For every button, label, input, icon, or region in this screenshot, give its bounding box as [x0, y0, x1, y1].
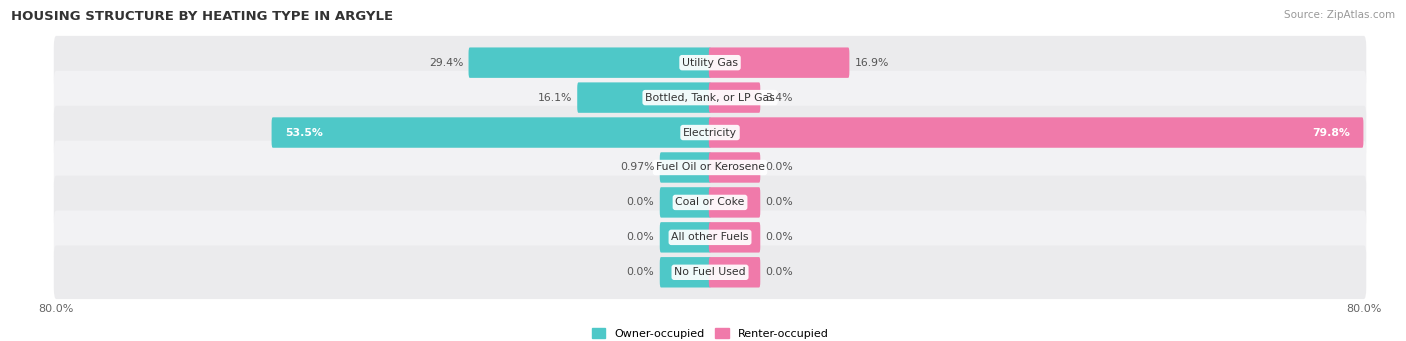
- FancyBboxPatch shape: [709, 47, 849, 78]
- Text: 79.8%: 79.8%: [1312, 128, 1350, 137]
- FancyBboxPatch shape: [709, 257, 761, 287]
- Text: 0.0%: 0.0%: [766, 162, 793, 173]
- FancyBboxPatch shape: [659, 257, 711, 287]
- Text: No Fuel Used: No Fuel Used: [675, 267, 745, 277]
- Text: 0.97%: 0.97%: [620, 162, 654, 173]
- FancyBboxPatch shape: [659, 187, 711, 218]
- Text: 0.0%: 0.0%: [627, 267, 654, 277]
- Text: 0.0%: 0.0%: [766, 232, 793, 242]
- Text: Bottled, Tank, or LP Gas: Bottled, Tank, or LP Gas: [645, 93, 775, 103]
- FancyBboxPatch shape: [709, 222, 761, 253]
- FancyBboxPatch shape: [578, 83, 711, 113]
- Text: 0.0%: 0.0%: [627, 232, 654, 242]
- Text: Utility Gas: Utility Gas: [682, 58, 738, 68]
- Text: 0.0%: 0.0%: [627, 197, 654, 207]
- FancyBboxPatch shape: [709, 152, 761, 183]
- FancyBboxPatch shape: [468, 47, 711, 78]
- Legend: Owner-occupied, Renter-occupied: Owner-occupied, Renter-occupied: [588, 324, 832, 341]
- Text: All other Fuels: All other Fuels: [671, 232, 749, 242]
- FancyBboxPatch shape: [659, 222, 711, 253]
- FancyBboxPatch shape: [53, 141, 1367, 194]
- Text: Electricity: Electricity: [683, 128, 737, 137]
- FancyBboxPatch shape: [709, 117, 1364, 148]
- Text: HOUSING STRUCTURE BY HEATING TYPE IN ARGYLE: HOUSING STRUCTURE BY HEATING TYPE IN ARG…: [11, 10, 394, 23]
- FancyBboxPatch shape: [709, 83, 761, 113]
- Text: 16.9%: 16.9%: [855, 58, 889, 68]
- Text: 0.0%: 0.0%: [766, 267, 793, 277]
- Text: Source: ZipAtlas.com: Source: ZipAtlas.com: [1284, 10, 1395, 20]
- FancyBboxPatch shape: [53, 71, 1367, 124]
- Text: 3.4%: 3.4%: [766, 93, 793, 103]
- FancyBboxPatch shape: [53, 106, 1367, 159]
- FancyBboxPatch shape: [659, 152, 711, 183]
- FancyBboxPatch shape: [53, 211, 1367, 264]
- Text: Coal or Coke: Coal or Coke: [675, 197, 745, 207]
- FancyBboxPatch shape: [53, 176, 1367, 229]
- Text: 0.0%: 0.0%: [766, 197, 793, 207]
- FancyBboxPatch shape: [53, 36, 1367, 89]
- Text: 16.1%: 16.1%: [537, 93, 572, 103]
- Text: 29.4%: 29.4%: [429, 58, 463, 68]
- Text: 53.5%: 53.5%: [285, 128, 323, 137]
- FancyBboxPatch shape: [709, 187, 761, 218]
- Text: Fuel Oil or Kerosene: Fuel Oil or Kerosene: [655, 162, 765, 173]
- FancyBboxPatch shape: [53, 246, 1367, 299]
- FancyBboxPatch shape: [271, 117, 711, 148]
